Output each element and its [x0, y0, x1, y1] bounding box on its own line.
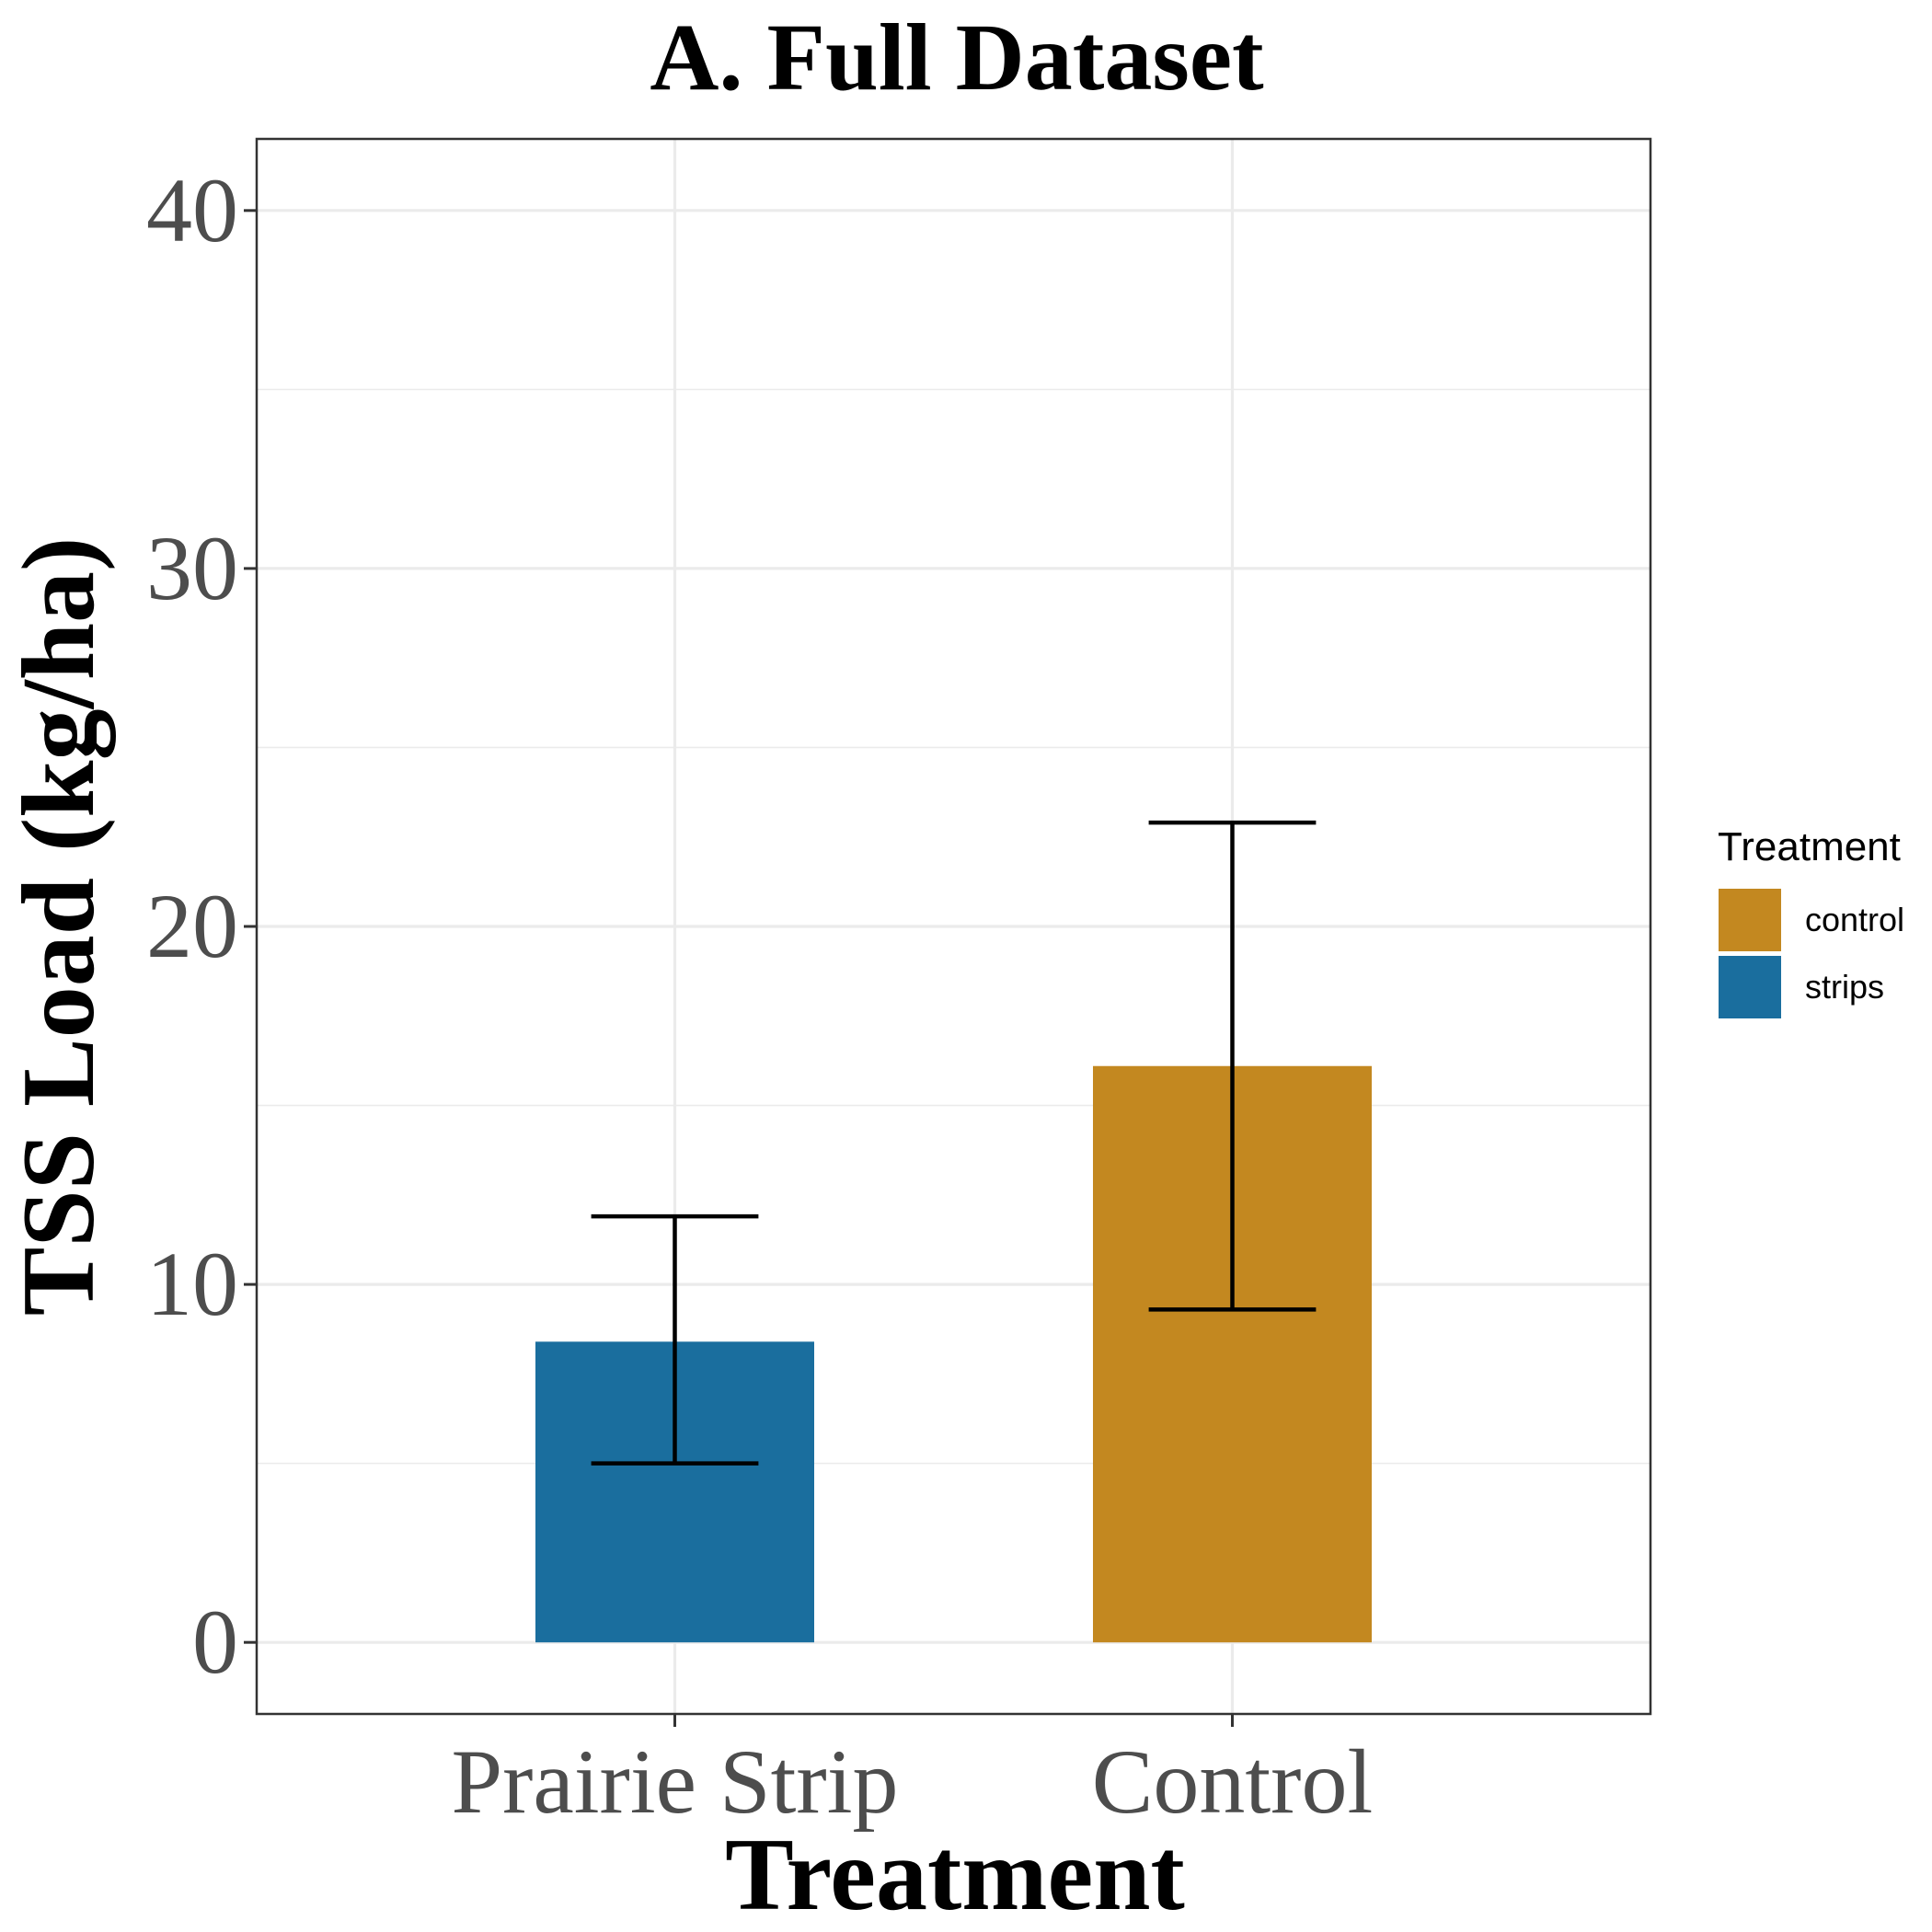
legend-title: Treatment	[1718, 824, 1901, 869]
y-axis-title: TSS Load (kg/ha)	[2, 537, 116, 1317]
x-tick-label: Prairie Strip	[451, 1731, 898, 1833]
legend-swatch	[1719, 956, 1781, 1018]
legend-swatch	[1719, 889, 1781, 951]
x-tick-label: Control	[1092, 1731, 1374, 1833]
legend-item-control: control	[1719, 889, 1904, 951]
legend-entries: control strips	[1719, 889, 1904, 1018]
error-bar-strips	[591, 1213, 759, 1466]
legend-item-strips: strips	[1719, 956, 1884, 1018]
y-tick-label: 20	[146, 875, 238, 977]
chart-title: A. Full Dataset	[650, 5, 1264, 110]
legend-label: control	[1805, 901, 1904, 938]
y-tick-label: 0	[192, 1591, 238, 1693]
x-axis: Prairie Strip Control	[451, 1714, 1373, 1833]
grid-minor	[257, 388, 1650, 1465]
y-tick-label: 10	[146, 1233, 238, 1335]
x-axis-title: Treatment	[725, 1818, 1185, 1932]
error-bar-control	[1148, 820, 1317, 1312]
y-axis: 0 10 20 30 40	[146, 159, 257, 1693]
legend: Treatment control strips	[1718, 824, 1904, 1018]
grid-major	[257, 139, 1650, 1714]
legend-label: strips	[1805, 968, 1884, 1006]
y-tick-label: 40	[146, 159, 238, 261]
error-bars	[591, 820, 1317, 1466]
y-tick-label: 30	[146, 517, 238, 619]
bars	[535, 1065, 1372, 1643]
